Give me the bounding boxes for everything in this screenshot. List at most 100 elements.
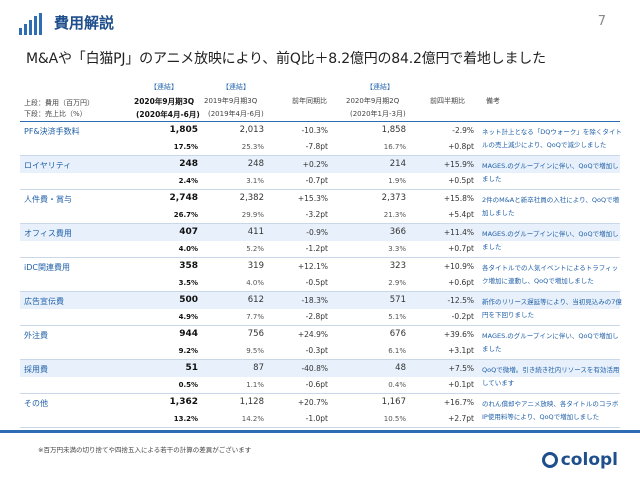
qoq-value: +15.8% (443, 194, 474, 203)
q2-ratio: 21.3% (383, 211, 406, 219)
table-row: iDC関連費用 358 3.5% 319 4.0% +12.1% -0.5pt … (20, 258, 620, 292)
qoq-ratio: +0.7pt (448, 244, 474, 253)
cur-value: 1,805 (169, 125, 198, 135)
cur-ratio: 2.4% (178, 177, 198, 185)
yoy-value: +15.3% (297, 194, 328, 203)
cur-ratio: 13.2% (173, 415, 198, 423)
table-row: その他 1,362 13.2% 1,128 14.2% +20.7% -1.0p… (20, 394, 620, 428)
row-note: MAGES.のグループインに伴い、QoQで増加しました (482, 162, 619, 183)
prev-ratio: 4.0% (246, 279, 264, 287)
qoq-ratio: +0.1pt (448, 380, 474, 389)
table-row: PF&決済手数料 1,805 17.5% 2,013 25.3% -10.3% … (20, 122, 622, 156)
table-header: 上段：費用（百万円） 下段：売上比（%） 【連結】 2020年9月期3Q (20… (20, 78, 620, 122)
row-note: のれん償却やアニメ放映、各タイトルのコラボIP使用料等により、QoQで増加しまし… (482, 400, 619, 421)
qoq-ratio: -0.2pt (451, 312, 474, 321)
cur-value: 51 (185, 363, 198, 373)
row-note: ネット計上となる「DQウォーク」を除くタイトルの売上減少により、QoQで減少しま… (482, 128, 622, 149)
yoy-value: +20.7% (297, 398, 328, 407)
cur-ratio: 0.5% (178, 381, 198, 389)
cur-value: 944 (179, 329, 198, 339)
q2-range: (2020年1月-3月) (350, 110, 406, 118)
prev-value: 2,382 (239, 193, 264, 203)
yoy-ratio: -1.2pt (305, 244, 328, 253)
row-name: PF&決済手数料 (24, 127, 80, 136)
cost-table: 上段：費用（百万円） 下段：売上比（%） 【連結】 2020年9月期3Q (20… (20, 78, 622, 428)
qoq-value: +11.4% (443, 228, 474, 237)
table-row: 外注費 944 9.2% 756 9.5% +24.9% -0.3pt 676 … (20, 326, 620, 360)
q2-period: 2020年9月期2Q (346, 97, 400, 105)
prev-value: 756 (247, 329, 264, 339)
cur-period: 2020年9月期3Q (134, 97, 195, 106)
row-note: MAGES.のグループインに伴い、QoQで増加しました (482, 230, 619, 251)
colopl-logo-icon (542, 452, 558, 468)
table-row: 広告宣伝費 500 4.9% 612 7.7% -18.3% -2.8pt 57… (20, 292, 622, 326)
prev-value: 319 (247, 261, 264, 271)
q2-value: 2,373 (381, 193, 406, 203)
prev-ratio: 25.3% (241, 143, 264, 151)
qoq-ratio: +5.4pt (448, 210, 474, 219)
q2-value: 1,858 (381, 125, 406, 135)
cur-value: 358 (179, 261, 198, 271)
q2-ratio: 6.1% (388, 347, 406, 355)
cur-value: 2,748 (169, 193, 198, 203)
row-name: 人件費・賞与 (24, 195, 72, 204)
qoq-ratio: +0.8pt (448, 142, 474, 151)
cur-tag: 【連結】 (150, 83, 178, 91)
cur-value: 500 (179, 295, 198, 305)
yoy-header: 前年同期比 (292, 97, 327, 105)
prev-ratio: 14.2% (241, 415, 264, 423)
row-name: 広告宣伝費 (24, 297, 64, 306)
prev-ratio: 5.2% (246, 245, 264, 253)
row-name: 採用費 (24, 365, 48, 374)
cur-value: 1,362 (169, 397, 198, 407)
yoy-ratio: -7.8pt (305, 142, 328, 151)
prev-value: 248 (247, 159, 264, 169)
row-note: 新作のリリース遅延等により、当初見込みの7億円を下回りました (482, 298, 622, 319)
page-number: 7 (597, 14, 606, 29)
q2-value: 323 (389, 261, 406, 271)
prev-value: 87 (253, 363, 264, 373)
page-title: 費用解説 (54, 14, 115, 32)
q2-value: 366 (389, 227, 406, 237)
yoy-value: -18.3% (301, 296, 328, 305)
prev-tag: 【連結】 (222, 83, 250, 91)
q2-ratio: 0.4% (388, 381, 406, 389)
row-note: 各タイトルでの人気イベントによるトラフィック増加に連動し、QoQで増加しました (482, 264, 619, 285)
prev-period: 2019年9月期3Q (204, 97, 258, 105)
yoy-ratio: -0.7pt (305, 176, 328, 185)
row-name: ロイヤリティ (24, 161, 72, 170)
qoq-ratio: +2.7pt (448, 414, 474, 423)
q2-ratio: 2.9% (388, 279, 406, 287)
label-bottom: 下段：売上比（%） (24, 110, 87, 118)
q2-tag: 【連結】 (366, 83, 394, 91)
yoy-ratio: -0.3pt (305, 346, 328, 355)
row-name: その他 (24, 399, 48, 408)
qoq-value: +7.5% (448, 364, 474, 373)
qoq-ratio: +0.6pt (448, 278, 474, 287)
cur-ratio: 9.2% (178, 347, 198, 355)
yoy-value: -40.8% (301, 364, 328, 373)
cur-value: 248 (179, 159, 198, 169)
table-row: ロイヤリティ 248 2.4% 248 3.1% +0.2% -0.7pt 21… (20, 156, 620, 190)
label-top: 上段：費用（百万円） (24, 99, 94, 107)
row-name: 外注費 (24, 331, 48, 340)
q2-ratio: 3.3% (388, 245, 406, 253)
cur-ratio: 26.7% (173, 211, 198, 219)
company-logo: colopl (560, 450, 618, 470)
q2-value: 571 (389, 295, 406, 305)
qoq-value: +15.9% (443, 160, 474, 169)
q2-ratio: 5.1% (388, 313, 406, 321)
qoq-header: 前四半期比 (430, 97, 465, 105)
row-note: 2件のM&Aと新卒社員の入社により、QoQで増加しました (482, 196, 620, 217)
yoy-ratio: -3.2pt (305, 210, 328, 219)
cur-ratio: 4.0% (178, 245, 198, 253)
table-row: オフィス費用 407 4.0% 411 5.2% -0.9% -1.2pt 36… (20, 224, 620, 258)
prev-ratio: 1.1% (246, 381, 264, 389)
yoy-ratio: -1.0pt (305, 414, 328, 423)
q2-value: 214 (389, 159, 406, 169)
cur-ratio: 3.5% (178, 279, 198, 287)
prev-ratio: 3.1% (246, 177, 264, 185)
note-header: 備考 (486, 97, 500, 105)
yoy-ratio: -0.5pt (305, 278, 328, 287)
prev-range: (2019年4月-6月) (208, 110, 264, 118)
